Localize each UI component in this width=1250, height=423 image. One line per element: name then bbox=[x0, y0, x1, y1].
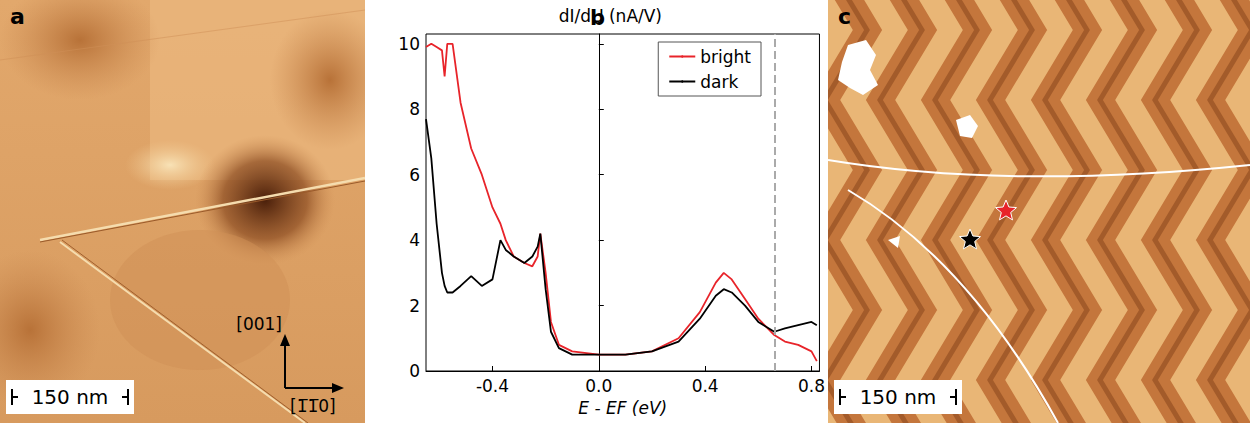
svg-text:dI/dU (nA/V): dI/dU (nA/V) bbox=[559, 6, 662, 26]
svg-text:0.0: 0.0 bbox=[585, 376, 612, 396]
svg-text:0.8: 0.8 bbox=[798, 376, 825, 396]
svg-text:0: 0 bbox=[409, 361, 420, 381]
svg-text:4: 4 bbox=[409, 230, 420, 250]
svg-text:-0.4: -0.4 bbox=[476, 376, 509, 396]
svg-text:2: 2 bbox=[409, 296, 420, 316]
svg-text:b: b bbox=[590, 6, 605, 30]
svg-text:[001]: [001] bbox=[236, 314, 282, 334]
svg-text:10: 10 bbox=[398, 34, 420, 54]
svg-text:8: 8 bbox=[409, 99, 420, 119]
svg-text:E - EF (eV): E - EF (eV) bbox=[578, 398, 667, 418]
svg-text:bright: bright bbox=[700, 47, 751, 67]
svg-text:150 nm: 150 nm bbox=[860, 385, 937, 409]
svg-text:150 nm: 150 nm bbox=[32, 385, 109, 409]
svg-text:6: 6 bbox=[409, 165, 420, 185]
svg-text:0.4: 0.4 bbox=[692, 376, 719, 396]
svg-text:dark: dark bbox=[700, 72, 738, 92]
svg-text:[1̅1̅0]: [1̅1̅0] bbox=[290, 396, 336, 416]
svg-text:c: c bbox=[838, 4, 851, 29]
svg-text:a: a bbox=[10, 4, 25, 29]
